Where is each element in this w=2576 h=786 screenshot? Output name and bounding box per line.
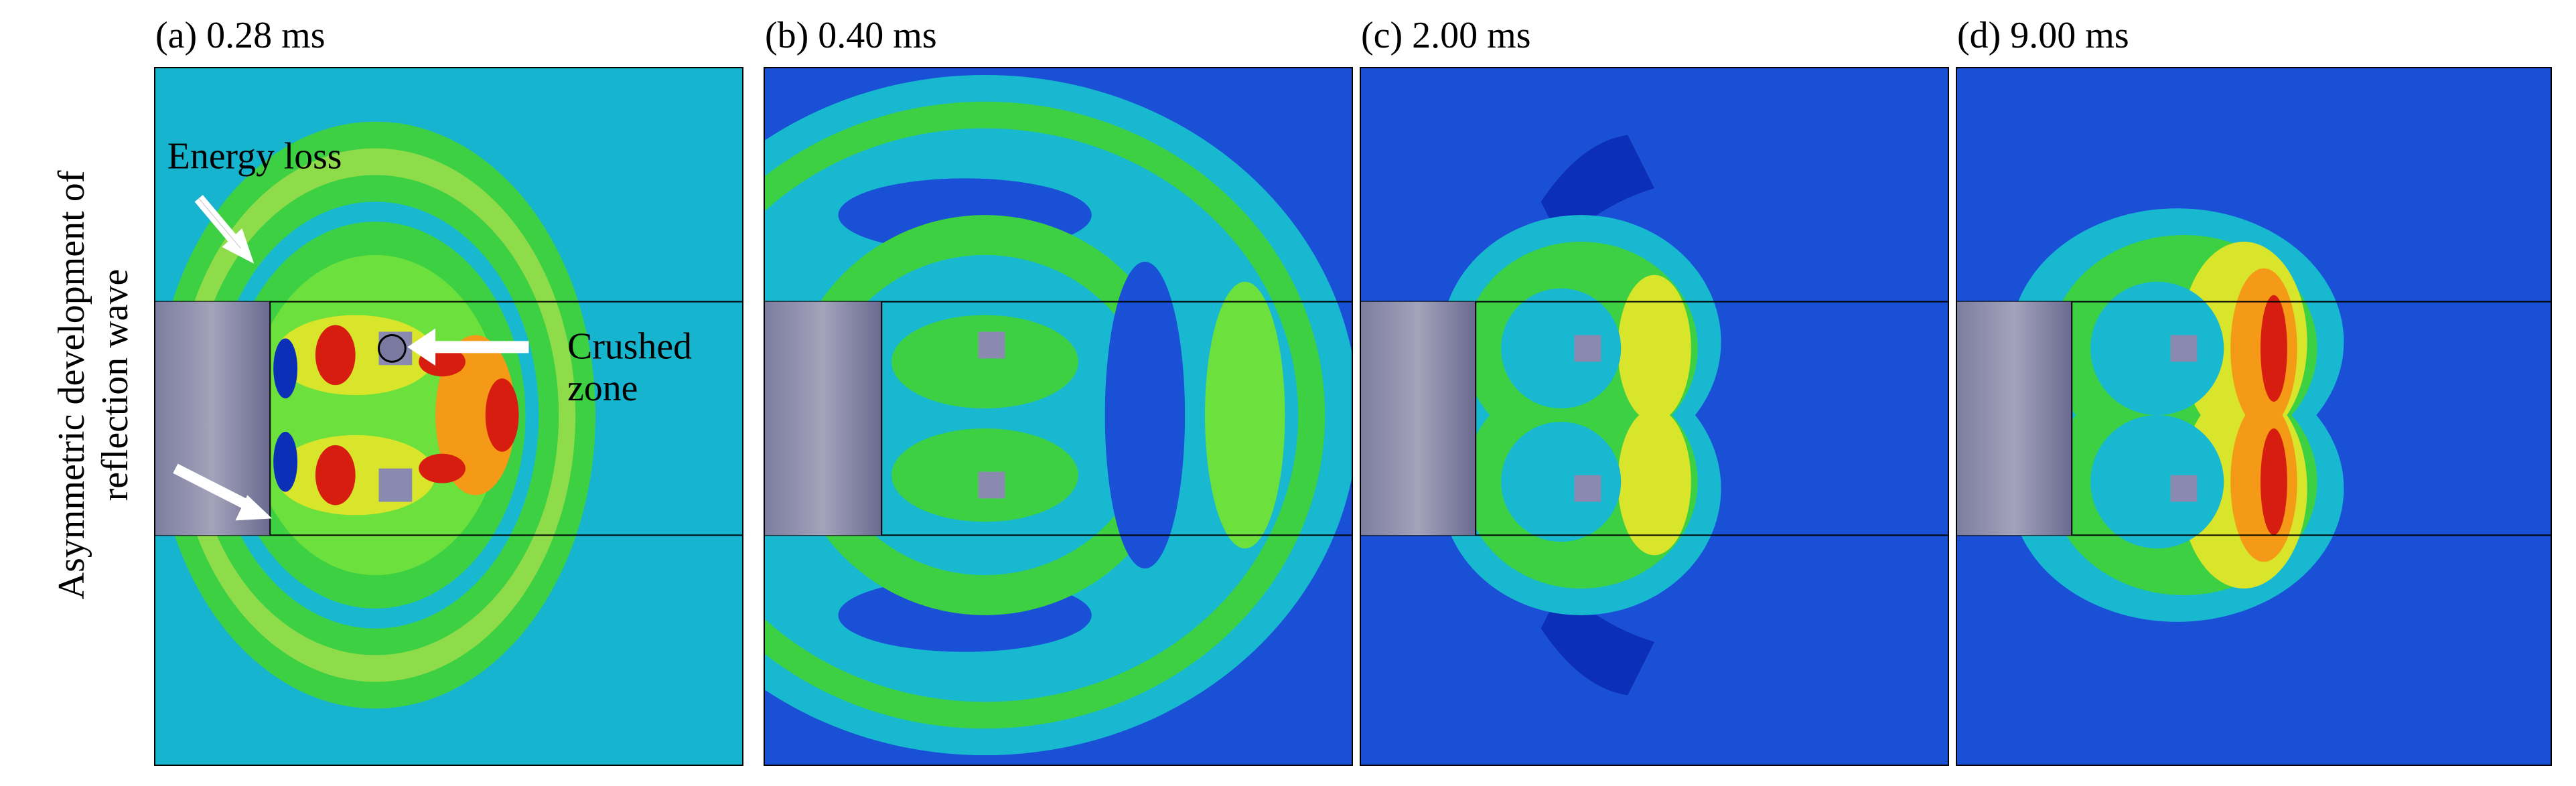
side-label-line-1: Asymmetric development of [51,170,92,599]
stress-hotspot [1618,274,1691,422]
low-stress-region [1104,261,1186,569]
stress-hotspot [1618,408,1691,556]
side-label: Asymmetric development of reflection wav… [0,0,136,783]
crushed-zone-circle [377,333,407,363]
stress-hotspot [1501,421,1622,542]
energy-loss-arrow-top [194,195,255,264]
projectile-rod [1361,301,1476,536]
energy-loss-arrow-bottom [173,463,273,521]
crushed-zone-marker [1574,475,1601,502]
side-label-line-2: reflection wave [94,269,134,501]
stress-wave-edge [1205,281,1285,549]
stress-hotspot [891,315,1078,409]
crushed-zone-marker [2170,335,2198,362]
panel-d-title: (d) 9.00 ms [1957,15,2129,56]
crushed-zone-marker [2170,475,2198,502]
panel-a-simulation: Energy loss Crushed zone [154,67,743,766]
crushed-zone-marker [978,471,1005,499]
crushed-zone-marker [1574,335,1601,362]
projectile-rod [1957,301,2072,536]
panel-c-simulation [1360,67,1949,766]
stress-hotspot [2260,295,2287,402]
energy-loss-label: Energy loss [167,135,342,177]
low-stress-region [273,338,298,399]
stress-hotspot [2260,428,2287,536]
stress-hotspot [315,445,356,505]
crushed-zone-label-1: Crushed [567,325,692,367]
crushed-zone-arrow [407,328,529,366]
panel-b-title: (b) 0.40 ms [765,15,937,56]
panel-a-title: (a) 0.28 ms [155,15,326,56]
projectile-rod [155,301,271,536]
projectile-rod [765,301,882,536]
stress-hotspot [2090,415,2224,549]
wave-fragment-bottom [1541,588,1654,696]
low-stress-region [273,431,298,492]
panel-d-simulation [1956,67,2552,766]
stress-hotspot [435,335,516,495]
panel-c-title: (c) 2.00 ms [1361,15,1531,56]
stress-hotspot [2090,281,2224,416]
stress-hotspot [1501,288,1622,409]
crushed-zone-marker [978,331,1005,359]
crushed-zone-label-2: zone [567,368,638,409]
crushed-zone-marker [378,468,413,502]
stress-hotspot [485,378,519,452]
stress-hotspot [419,453,466,483]
stress-hotspot [315,325,356,386]
panel-b-simulation [764,67,1353,766]
wave-fragment-top [1541,135,1654,242]
